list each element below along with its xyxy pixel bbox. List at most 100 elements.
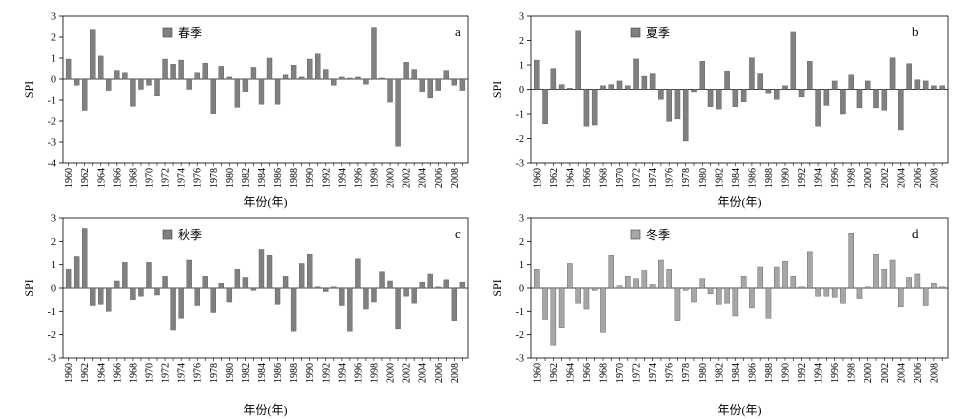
- bar-1999: [856, 89, 863, 109]
- x-tick-label: 1976: [665, 168, 676, 188]
- bar-1971: [154, 287, 160, 296]
- x-tick-label: 1964: [565, 168, 576, 188]
- chart-panel-b: 3 2 1 0 -1 -2 -3 1960 1962 1964 1966 1968 1970 1972 19…: [490, 12, 949, 209]
- bar-1987: [282, 276, 289, 289]
- bar-2001: [395, 78, 401, 147]
- bar-1967: [122, 72, 128, 80]
- x-tick-label: 1968: [598, 363, 609, 383]
- x-tick-label: 1996: [830, 363, 841, 383]
- x-tick-label: 1990: [781, 168, 792, 188]
- bar-1986: [749, 57, 755, 90]
- bar-1966: [583, 89, 590, 127]
- bar-1988: [765, 287, 772, 319]
- bar-1981: [234, 269, 241, 289]
- bar-1999: [856, 287, 863, 299]
- bar-1985: [266, 255, 273, 289]
- bar-1971: [625, 85, 631, 90]
- bar-2002: [403, 62, 409, 80]
- x-tick-label: 2008: [929, 168, 940, 188]
- x-tick-label: 1998: [369, 168, 380, 188]
- x-tick-label: 1982: [241, 363, 252, 383]
- x-tick-label: 1982: [714, 168, 725, 188]
- bar-1962: [82, 228, 88, 289]
- bar-1985: [740, 89, 747, 102]
- bar-2003: [889, 259, 896, 289]
- x-tick-label: 1982: [241, 168, 252, 188]
- x-tick-label: 2006: [913, 168, 924, 188]
- bar-1978: [682, 89, 689, 142]
- bar-1975: [186, 78, 192, 90]
- bar-1975: [658, 259, 664, 289]
- bar-2002: [403, 287, 409, 297]
- bar-2006: [435, 78, 441, 91]
- bar-1994: [339, 76, 345, 80]
- bar-1987: [757, 73, 763, 90]
- x-tick-label: 1972: [632, 168, 643, 188]
- x-tick-label: 1970: [615, 363, 626, 383]
- x-tick-label: 1990: [305, 168, 316, 188]
- bar-1982: [242, 277, 249, 289]
- bar-2006: [435, 286, 441, 289]
- x-tick-label: 2000: [386, 168, 397, 188]
- bar-1978: [682, 287, 689, 291]
- x-tick-label: 1986: [273, 168, 284, 188]
- legend-label: 春季: [178, 26, 202, 40]
- bar-1975: [186, 259, 192, 289]
- x-tick-label: 1996: [353, 168, 364, 188]
- x-tick-label: 1960: [64, 363, 75, 383]
- x-tick-label: 2002: [880, 168, 891, 188]
- x-tick-label: 1994: [814, 363, 825, 383]
- x-tick-label: 1968: [598, 168, 609, 188]
- bar-1967: [122, 262, 128, 289]
- bar-1988: [290, 287, 297, 332]
- bar-1995: [347, 287, 353, 332]
- legend-label: 夏季: [646, 26, 670, 40]
- bar-1968: [600, 85, 606, 90]
- bar-1995: [347, 77, 353, 80]
- bar-1964: [98, 55, 104, 80]
- legend-swatch: [630, 229, 641, 240]
- bar-1986: [274, 78, 281, 105]
- bar-1990: [307, 253, 313, 289]
- bar-1996: [831, 287, 838, 298]
- bar-1969: [138, 287, 144, 297]
- x-tick-label: 1976: [665, 363, 676, 383]
- x-tick-label: 2000: [863, 363, 874, 383]
- bar-2009: [939, 85, 945, 90]
- bar-1980: [226, 76, 233, 80]
- bar-2008: [451, 287, 458, 321]
- bar-2005: [427, 78, 433, 99]
- y-tick-label: -1: [48, 307, 56, 318]
- legend-label: 冬季: [646, 227, 670, 242]
- bar-2009: [459, 281, 466, 289]
- y-tick-label: -2: [48, 330, 56, 341]
- bar-2005: [906, 277, 912, 289]
- bar-1999: [379, 271, 385, 289]
- bar-1997: [840, 89, 846, 115]
- bar-2009: [939, 286, 945, 289]
- bar-1964: [98, 287, 104, 305]
- y-tick-label: -1: [48, 96, 56, 107]
- y-tick-label: 0: [519, 85, 524, 96]
- bar-2003: [411, 287, 417, 304]
- bar-2001: [395, 287, 401, 330]
- bar-1965: [575, 30, 581, 90]
- bar-1983: [724, 287, 730, 304]
- x-tick-label: 2008: [929, 363, 940, 383]
- bar-1978: [210, 78, 216, 114]
- bar-1963: [90, 29, 96, 80]
- x-tick-label: 1978: [681, 363, 692, 383]
- bar-1998: [371, 27, 377, 80]
- bar-1992: [323, 69, 329, 80]
- y-tick-label: -2: [48, 117, 56, 128]
- bar-1980: [699, 278, 706, 289]
- bar-1986: [749, 287, 755, 309]
- bar-1972: [162, 58, 168, 80]
- x-tick-label: 1994: [814, 168, 825, 188]
- legend-swatch: [630, 27, 641, 38]
- x-tick-label: 1992: [797, 168, 808, 188]
- bar-1963: [558, 287, 565, 328]
- bar-1965: [106, 78, 112, 91]
- x-tick-label: 1960: [532, 168, 543, 188]
- bar-1990: [307, 58, 313, 80]
